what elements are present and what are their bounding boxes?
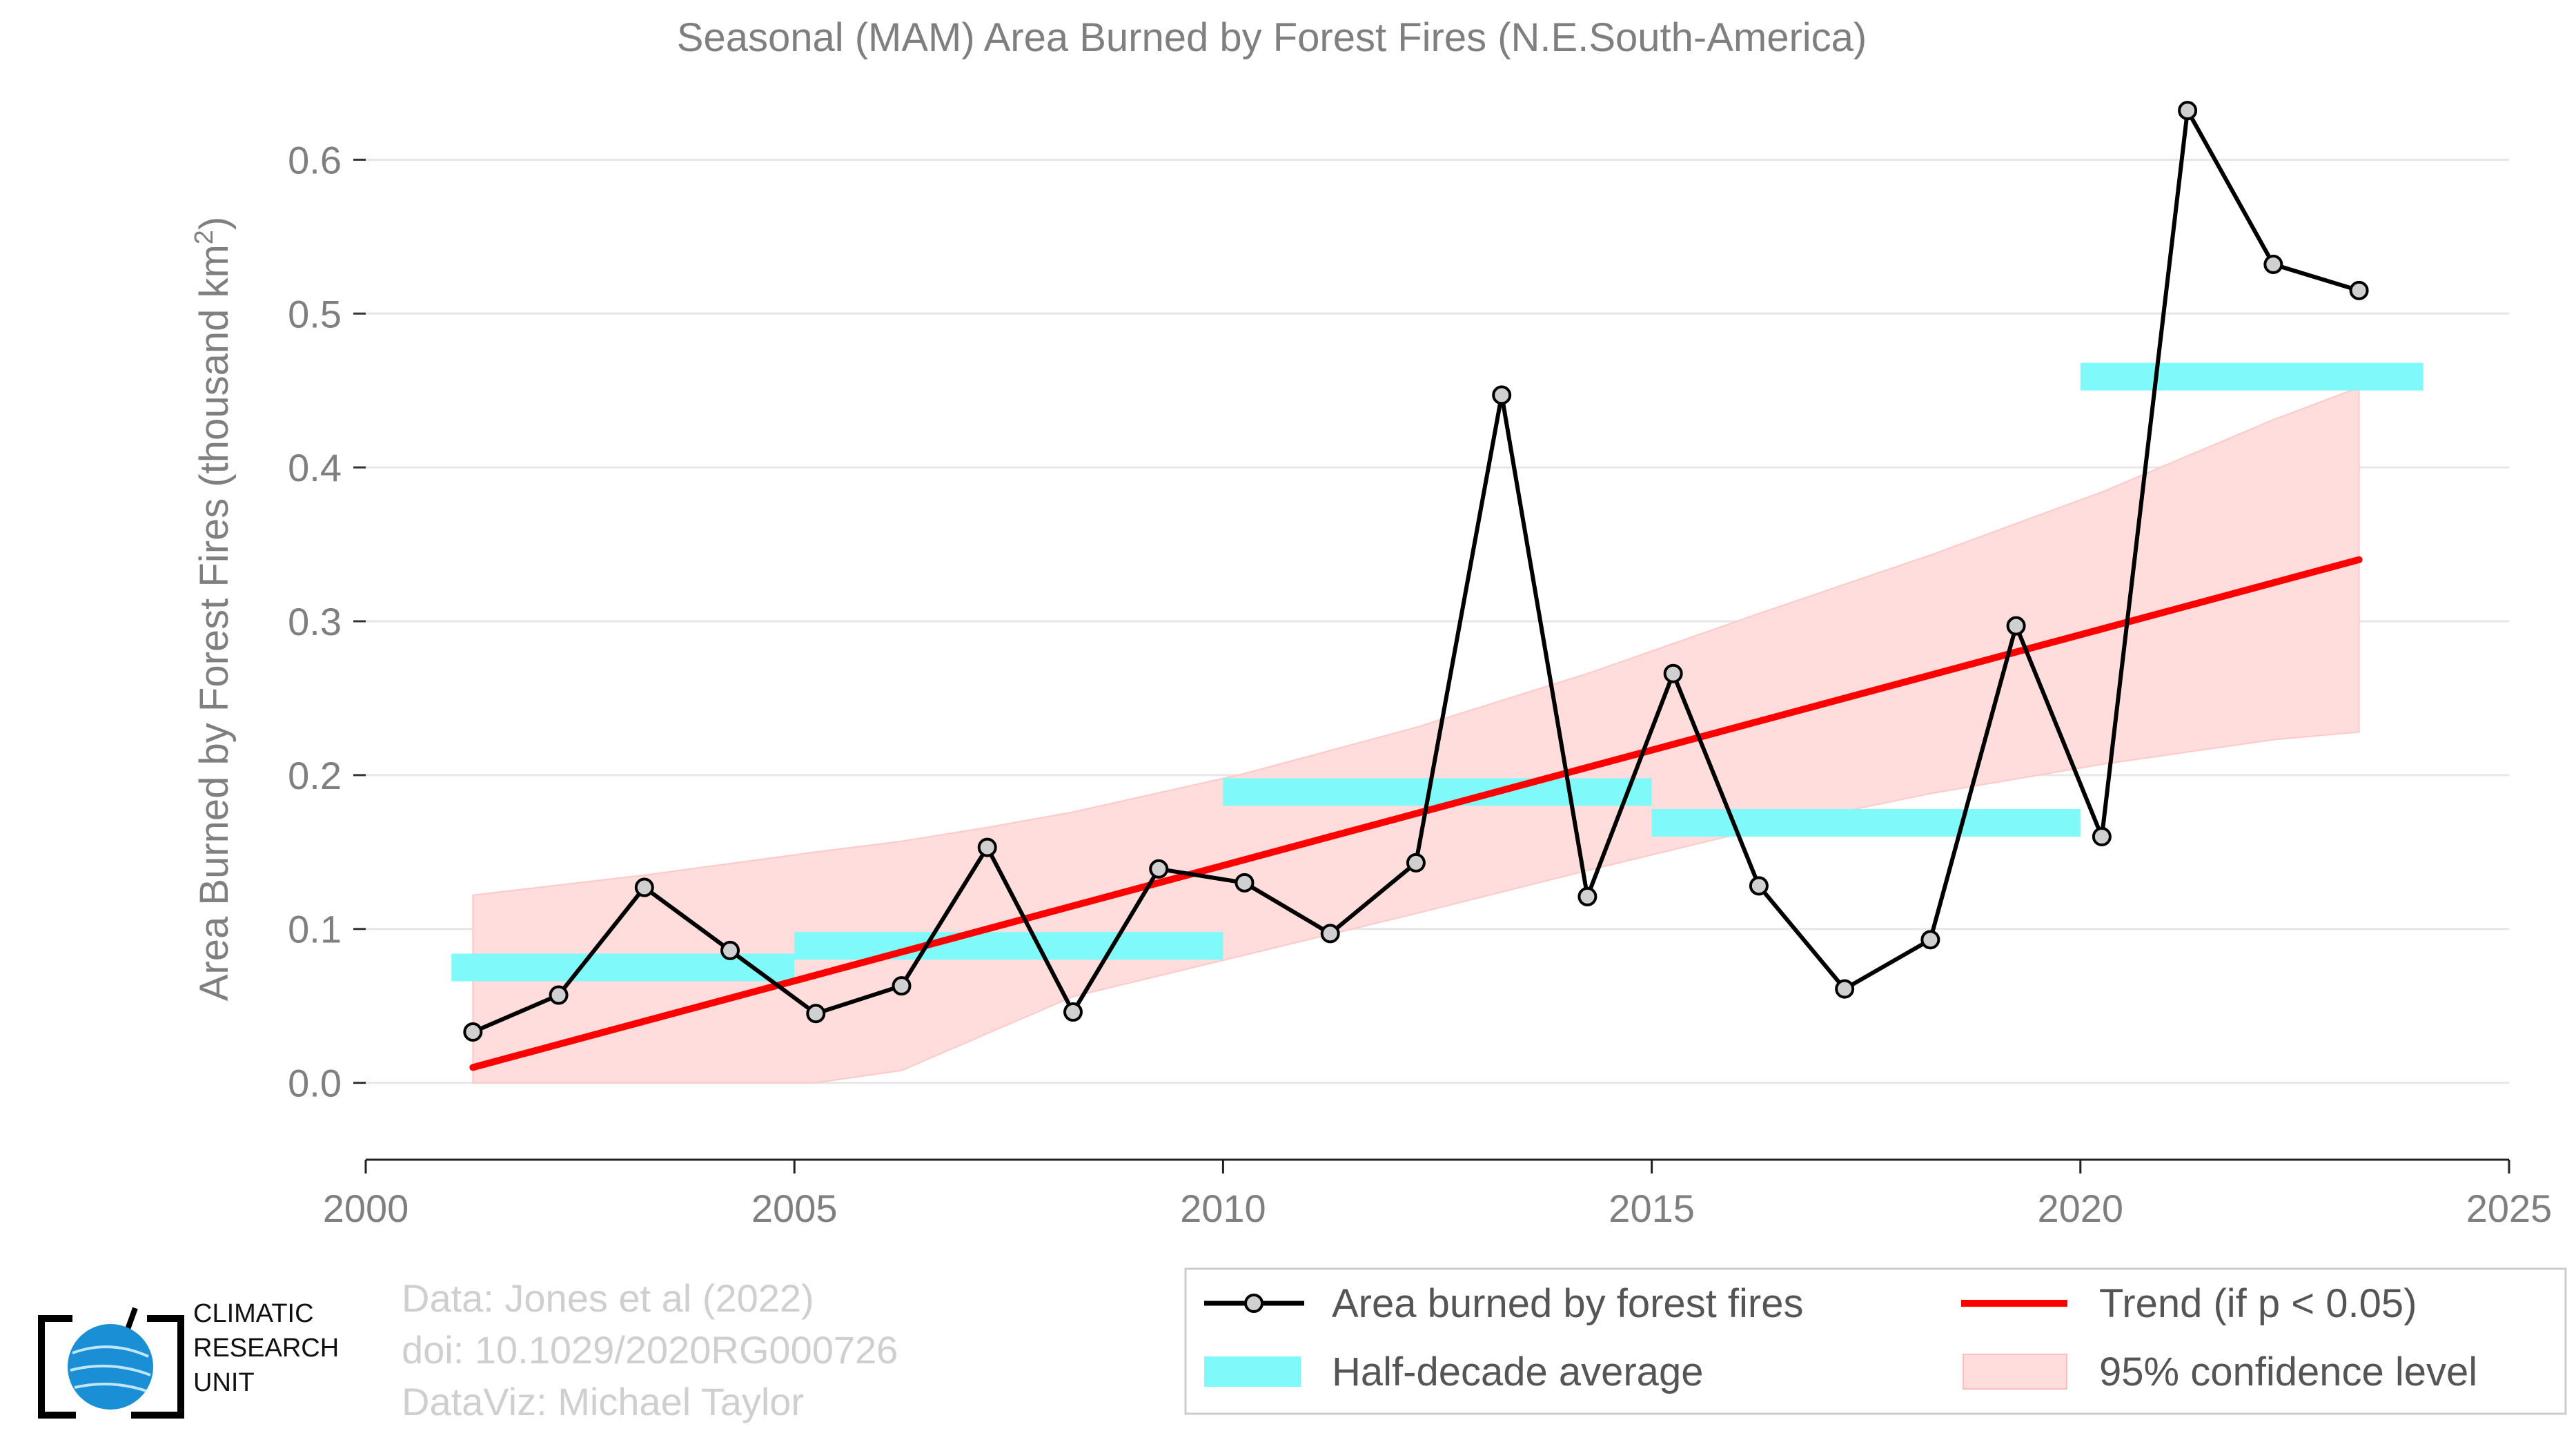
y-ticks: 0.0 0.1 0.2 0.3 0.4 0.5 0.6 [288, 138, 366, 1105]
credit-dataviz: DataViz: Michael Taylor [402, 1380, 804, 1423]
data-point [2263, 254, 2283, 274]
legend-average-swatch [1204, 1356, 1301, 1387]
data-point [1492, 385, 1512, 405]
y-tick-label: 0.3 [288, 600, 342, 643]
legend-label-trend: Trend (if p < 0.05) [2099, 1281, 2417, 1326]
data-point [1920, 930, 1940, 950]
logo-text-line2: RESEARCH [193, 1334, 339, 1363]
trend-layer [469, 556, 2363, 1071]
y-tick-label: 0.1 [288, 908, 342, 951]
x-tick-label: 2005 [751, 1187, 838, 1230]
x-tick-label: 2020 [2038, 1187, 2124, 1230]
x-tick-label: 2015 [1609, 1187, 1695, 1230]
x-tick-label: 2025 [2466, 1187, 2553, 1230]
y-tick-label: 0.0 [288, 1062, 342, 1105]
confidence-band [472, 386, 2360, 1084]
half-decade-average-bar [794, 932, 1223, 960]
y-tick-label: 0.2 [288, 754, 342, 797]
legend-label-series: Area burned by forest fires [1332, 1281, 1803, 1326]
legend-label-confidence: 95% confidence level [2099, 1350, 2477, 1394]
legend-label-average: Half-decade average [1332, 1350, 1703, 1394]
half-decade-average-layer [451, 362, 2423, 982]
data-point [892, 976, 912, 996]
series-layer [463, 101, 2369, 1042]
data-point [549, 985, 569, 1005]
cru-logo: CLIMATIC RESEARCH UNIT [38, 1299, 339, 1419]
data-point [806, 1004, 826, 1024]
half-decade-average-bar [1651, 808, 2081, 837]
data-point [1406, 853, 1426, 873]
credit-data: Data: Jones et al (2022) [402, 1276, 814, 1320]
legend-box [1184, 1267, 2567, 1415]
data-point [1235, 873, 1255, 893]
data-point [2092, 827, 2112, 846]
data-point [1063, 1002, 1083, 1022]
data-point [2178, 101, 2198, 121]
y-tick-label: 0.4 [288, 446, 342, 489]
data-point [1149, 859, 1169, 879]
chart-title: Seasonal (MAM) Area Burned by Forest Fir… [677, 15, 1867, 60]
credit-doi: doi: 10.1029/2020RG000726 [402, 1328, 898, 1372]
data-point [1835, 979, 1855, 999]
data-point [1320, 924, 1340, 944]
data-point [2349, 280, 2369, 300]
data-point [977, 837, 997, 857]
x-ticks: 2000 2005 2010 2015 2020 2025 [323, 1160, 2553, 1230]
legend-confidence-swatch [1963, 1354, 2067, 1390]
data-point [2006, 616, 2026, 636]
half-decade-average-bar [1223, 778, 1652, 806]
half-decade-average-bar [2080, 362, 2423, 391]
logo-text-line1: CLIMATIC [193, 1299, 314, 1328]
legend: Area burned by forest fires Half-decade … [1184, 1267, 2567, 1415]
trend-line [469, 556, 2363, 1071]
confidence-band-layer [472, 386, 2360, 1084]
x-tick-label: 2010 [1180, 1187, 1266, 1230]
x-tick-label: 2000 [323, 1187, 409, 1230]
data-point [1577, 886, 1597, 906]
data-point [634, 877, 654, 897]
y-tick-label: 0.5 [288, 292, 342, 335]
y-tick-label: 0.6 [288, 138, 342, 182]
data-point [1749, 876, 1769, 896]
data-point [1663, 663, 1683, 683]
data-point [720, 940, 740, 960]
logo-text-line3: UNIT [193, 1368, 255, 1397]
data-point [463, 1022, 483, 1042]
y-axis-label: Area Burned by Forest Fires (thousand km… [190, 217, 237, 1002]
legend-marker-swatch [1244, 1294, 1264, 1313]
